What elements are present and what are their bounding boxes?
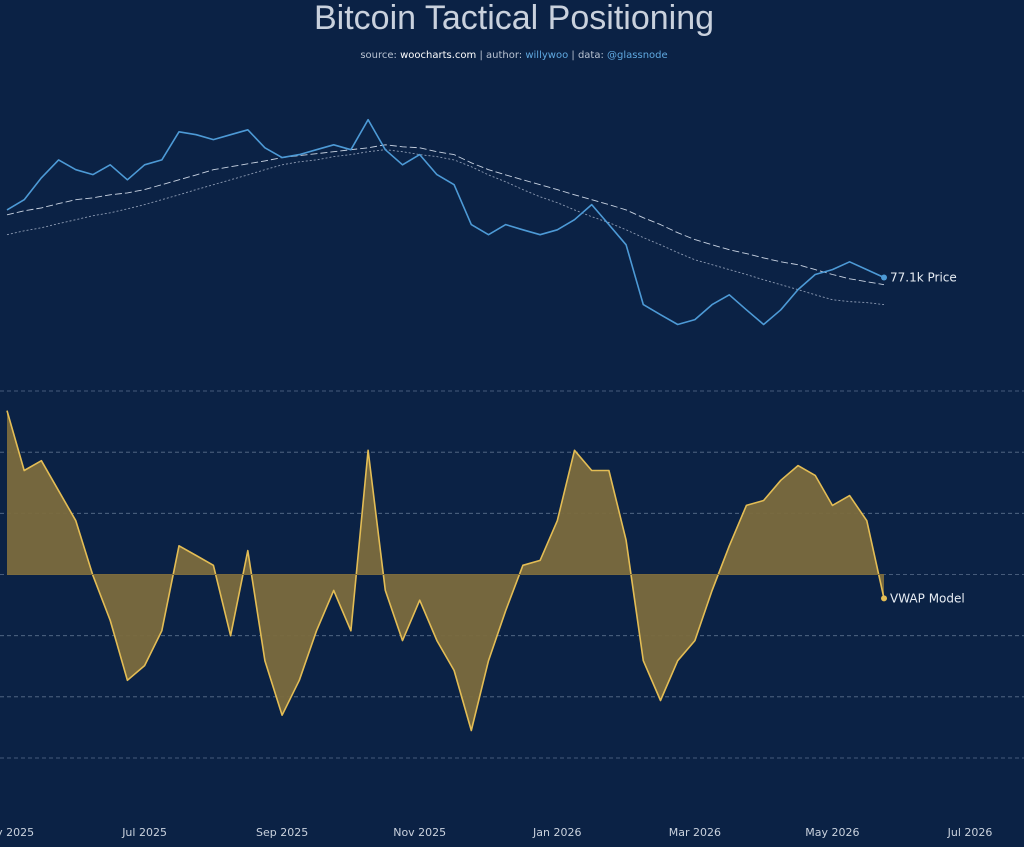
line — [6, 149, 885, 306]
line — [6, 144, 885, 286]
subtitle-part: data: — [578, 50, 604, 61]
series-name: Price — [928, 270, 957, 284]
end-label: 77.1k Price — [890, 270, 957, 284]
series-name: VWAP Model — [890, 591, 965, 605]
x-tick-label: Mar 2026 — [669, 826, 721, 839]
plot — [6, 118, 888, 732]
subtitle-part: | — [479, 50, 482, 61]
chart-title: Bitcoin Tactical Positioning — [314, 0, 714, 37]
x-tick-label: Nov 2025 — [393, 826, 446, 839]
chart-subtitle: source: woocharts.com | author: willywoo… — [360, 50, 667, 61]
end-label: VWAP Model — [890, 591, 965, 605]
subtitle-part: | — [571, 50, 574, 61]
x-tick-label: Jul 2026 — [947, 826, 993, 839]
x-tick-label: Sep 2025 — [256, 826, 308, 839]
subtitle-part: author: — [486, 50, 522, 61]
end-marker — [881, 595, 888, 602]
subtitle-part: willywoo — [525, 50, 568, 61]
x-tick-label: Jan 2026 — [532, 826, 581, 839]
x-tick-label: Jul 2025 — [121, 826, 167, 839]
x-tick-label: May 2026 — [805, 826, 859, 839]
x-tick-label: May 2025 — [0, 826, 34, 839]
value-label: 77.1k — [890, 270, 924, 284]
subtitle-part: source: — [360, 50, 397, 61]
area-fill — [7, 410, 884, 731]
subtitle-part: @glassnode — [607, 50, 668, 61]
labels: May 2025 Jul 2025 Sep 2025 Nov 2025 Jan 2026… — [0, 270, 992, 839]
end-marker — [881, 274, 888, 281]
area-line — [6, 410, 885, 732]
subtitle-part: woocharts.com — [400, 50, 476, 61]
line — [6, 118, 885, 326]
